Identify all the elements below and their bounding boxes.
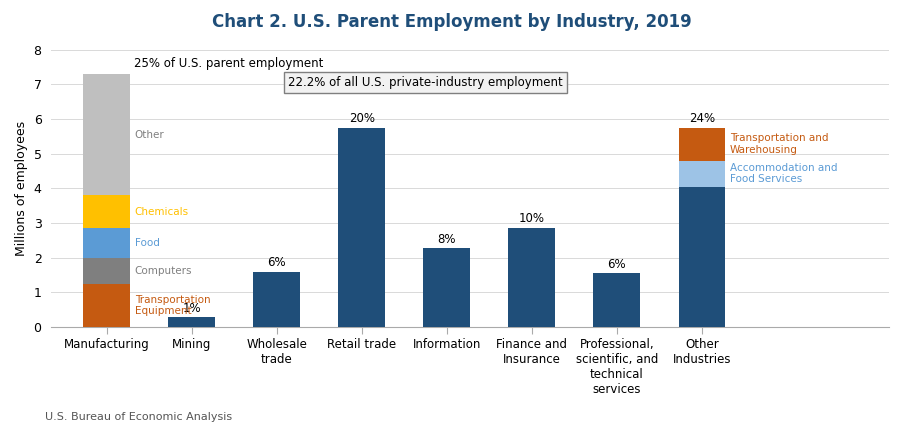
Text: Transportation
Equipment: Transportation Equipment — [135, 295, 210, 316]
Text: Chemicals: Chemicals — [135, 207, 189, 217]
Bar — [423, 248, 470, 327]
Text: 24%: 24% — [688, 112, 714, 126]
Text: 25% of U.S. parent employment: 25% of U.S. parent employment — [134, 58, 322, 70]
Text: Other: Other — [135, 130, 164, 139]
Bar — [83, 74, 130, 195]
Bar — [507, 228, 554, 327]
Bar — [338, 128, 385, 327]
Text: 1%: 1% — [182, 302, 200, 315]
Text: Transportation and
Warehousing: Transportation and Warehousing — [729, 134, 827, 155]
Bar — [168, 318, 215, 327]
Text: Computers: Computers — [135, 266, 192, 276]
Text: Food: Food — [135, 238, 159, 248]
Bar — [83, 228, 130, 258]
Bar — [83, 195, 130, 228]
Bar — [253, 272, 300, 327]
Bar — [678, 187, 724, 327]
Text: 10%: 10% — [518, 212, 545, 225]
Text: Accommodation and
Food Services: Accommodation and Food Services — [729, 163, 836, 184]
Y-axis label: Millions of employees: Millions of employees — [15, 121, 28, 256]
Bar — [678, 161, 724, 187]
Text: 8%: 8% — [437, 233, 455, 245]
Text: 6%: 6% — [607, 258, 626, 271]
Bar — [83, 258, 130, 284]
Text: U.S. Bureau of Economic Analysis: U.S. Bureau of Economic Analysis — [45, 412, 232, 422]
Text: 22.2% of all U.S. private-industry employment: 22.2% of all U.S. private-industry emplo… — [288, 76, 563, 89]
Text: Chart 2. U.S. Parent Employment by Industry, 2019: Chart 2. U.S. Parent Employment by Indus… — [212, 13, 691, 31]
Bar — [83, 284, 130, 327]
Text: 20%: 20% — [349, 112, 374, 126]
Bar — [678, 128, 724, 161]
Text: 6%: 6% — [267, 256, 285, 269]
Bar — [592, 273, 639, 327]
